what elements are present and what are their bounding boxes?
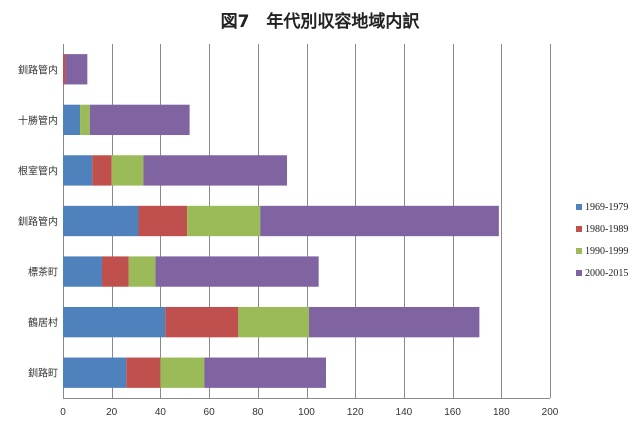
category-label: 釧路町 bbox=[28, 367, 58, 380]
bar-segment-1980-1989-3 bbox=[138, 205, 188, 237]
category-label: 鶴居村 bbox=[28, 316, 58, 329]
legend-label: 1990-1999 bbox=[585, 246, 628, 257]
bar-segment-2000-2015-3 bbox=[260, 205, 499, 237]
bar-segment-1990-1999-4 bbox=[111, 155, 144, 186]
x-tick-label: 60 bbox=[204, 407, 216, 418]
bar-segment-1990-1999-5 bbox=[80, 104, 90, 136]
bar-segment-1990-1999-2 bbox=[128, 256, 156, 287]
bar-segment-2000-2015-4 bbox=[143, 155, 288, 186]
x-tick-label: 20 bbox=[106, 407, 118, 418]
legend-label: 1980-1989 bbox=[585, 224, 628, 235]
bar-segment-1969-1979-1 bbox=[63, 306, 166, 338]
legend-swatch bbox=[576, 270, 582, 276]
bar-segment-1969-1979-4 bbox=[63, 155, 93, 186]
bar-segment-1980-1989-4 bbox=[92, 155, 112, 186]
legend-label: 2000-2015 bbox=[585, 268, 628, 279]
bar-segment-1969-1979-3 bbox=[63, 205, 139, 237]
legend-swatch bbox=[576, 226, 582, 232]
bar-segment-2000-2015-0 bbox=[204, 357, 326, 388]
x-tick-label: 0 bbox=[60, 407, 66, 418]
x-tick-label: 120 bbox=[347, 407, 364, 418]
bar-segment-2000-2015-6 bbox=[65, 54, 88, 85]
x-tick-label: 180 bbox=[493, 407, 510, 418]
bar-segment-2000-2015-2 bbox=[155, 256, 319, 287]
bar-segment-1980-1989-2 bbox=[101, 256, 129, 287]
bar-segment-2000-2015-1 bbox=[308, 306, 480, 338]
legend-swatch bbox=[576, 204, 582, 210]
bar-segment-1980-1989-6 bbox=[63, 54, 66, 85]
legend-swatch bbox=[576, 248, 582, 254]
bar-segment-1969-1979-0 bbox=[63, 357, 127, 388]
x-tick-label: 200 bbox=[542, 407, 559, 418]
bar-segment-1969-1979-5 bbox=[63, 104, 81, 136]
category-label: 標茶町 bbox=[28, 266, 58, 279]
bar-segment-1990-1999-1 bbox=[238, 306, 309, 338]
bar-segment-1969-1979-2 bbox=[63, 256, 102, 287]
bar-segment-1980-1989-0 bbox=[126, 357, 161, 388]
category-label: 釧路管内 bbox=[18, 215, 58, 228]
x-tick-label: 80 bbox=[252, 407, 264, 418]
x-tick-label: 100 bbox=[298, 407, 315, 418]
category-label: 根室管内 bbox=[18, 164, 58, 177]
category-label: 釧路管内 bbox=[18, 63, 58, 76]
bar-segment-1990-1999-0 bbox=[160, 357, 205, 388]
x-tick-labels: 0 20 40 60 80 100 120 140 160 180 200 bbox=[60, 407, 559, 418]
bar-segment-1990-1999-3 bbox=[187, 205, 261, 237]
x-tick-label: 40 bbox=[155, 407, 167, 418]
legend-label: 1969-1979 bbox=[585, 202, 628, 213]
bar-segment-1980-1989-1 bbox=[165, 306, 239, 338]
legend: 1969-1979 1980-1989 1990-1999 2000-2015 bbox=[576, 202, 628, 279]
chart-title: 図7 年代別収容地域内訳 bbox=[221, 11, 421, 32]
category-label: 十勝管内 bbox=[18, 114, 58, 127]
x-tick-label: 140 bbox=[396, 407, 413, 418]
bar-segment-2000-2015-5 bbox=[89, 104, 190, 136]
x-tick-label: 160 bbox=[444, 407, 461, 418]
bars bbox=[63, 54, 499, 388]
